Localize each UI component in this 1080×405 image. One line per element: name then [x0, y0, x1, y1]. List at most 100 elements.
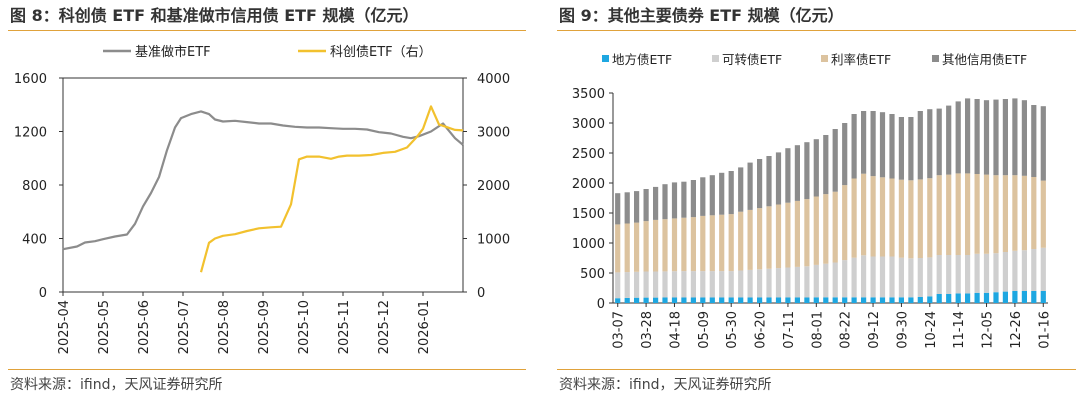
- source-rule: [557, 369, 1076, 370]
- bar-segment-other-credit-bond: [861, 111, 867, 174]
- bar-segment-local-gov-bond: [624, 297, 630, 303]
- bar-segment-convertible-bond: [832, 262, 838, 298]
- bar-segment-convertible-bond: [946, 255, 952, 294]
- bar-segment-rate-bond: [653, 219, 659, 272]
- bar-segment-rate-bond: [813, 196, 819, 265]
- bar-segment-other-credit-bond: [936, 108, 942, 176]
- bar-segment-convertible-bond: [927, 257, 933, 297]
- bar-segment-other-credit-bond: [870, 111, 876, 177]
- bar-segment-local-gov-bond: [709, 297, 715, 303]
- bar-segment-local-gov-bond: [700, 297, 706, 303]
- bar-segment-other-credit-bond: [728, 171, 734, 215]
- bar-segment-rate-bond: [690, 217, 696, 272]
- bar-segment-local-gov-bond: [804, 297, 810, 303]
- bar-segment-local-gov-bond: [775, 297, 782, 303]
- x-tick-label: 03-28: [640, 311, 655, 349]
- bar-segment-convertible-bond: [917, 258, 923, 297]
- x-tick-label: 05-09: [697, 311, 712, 349]
- bar-segment-convertible-bond: [653, 271, 659, 298]
- bar-segment-rate-bond: [889, 178, 895, 257]
- figure-8-chart: 0 400 800 1200 1600 0 1000 2000 3000 4000 2025-04 2…: [14, 44, 510, 354]
- legend-swatch: [712, 55, 719, 62]
- bar-segment-local-gov-bond: [889, 297, 895, 303]
- bar-segment-convertible-bond: [615, 272, 621, 299]
- x-tick-label: 2026-01: [417, 300, 432, 354]
- x-tick-label: 01-16: [1037, 311, 1052, 349]
- plot-frame: [62, 77, 464, 293]
- bar-segment-rate-bond: [643, 221, 649, 272]
- bar-segment-rate-bond: [671, 218, 678, 272]
- bar-segment-other-credit-bond: [738, 167, 744, 212]
- bar-segment-convertible-bond: [1002, 252, 1008, 292]
- bar-segment-local-gov-bond: [983, 292, 990, 303]
- x-tick-label: 09-12: [867, 311, 882, 349]
- x-tick-label: 12-26: [1009, 311, 1024, 349]
- bar-segment-rate-bond: [634, 222, 640, 272]
- bar-segment-convertible-bond: [842, 260, 848, 298]
- bar-segment-local-gov-bond: [851, 297, 857, 303]
- bar-segment-convertible-bond: [974, 253, 980, 293]
- x-tick-label: 03-07: [612, 311, 627, 349]
- bar-segment-convertible-bond: [794, 266, 800, 298]
- legend-label: 可转债ETF: [722, 52, 782, 67]
- bar-segment-local-gov-bond: [946, 294, 952, 303]
- bar-segment-local-gov-bond: [634, 297, 640, 303]
- bar-segment-convertible-bond: [662, 271, 668, 298]
- bar-segment-local-gov-bond: [757, 297, 763, 303]
- bar-segment-rate-bond: [615, 224, 621, 273]
- bar-segment-local-gov-bond: [1012, 291, 1018, 303]
- bar-segment-other-credit-bond: [832, 129, 838, 192]
- bar-segment-convertible-bond: [851, 257, 857, 298]
- bar-segment-local-gov-bond: [747, 297, 753, 303]
- bar-segment-other-credit-bond: [681, 181, 687, 218]
- bar-segment-other-credit-bond: [747, 162, 753, 210]
- bar-segment-local-gov-bond: [955, 293, 961, 303]
- legend-swatch: [932, 55, 939, 62]
- bar-segment-rate-bond: [908, 180, 914, 259]
- bar-segment-convertible-bond: [1021, 250, 1027, 291]
- bar-segment-convertible-bond: [1040, 247, 1046, 291]
- bar-segment-other-credit-bond: [993, 99, 999, 176]
- x-tick-label: 11-14: [952, 311, 967, 349]
- bar-segment-convertible-bond: [1012, 250, 1018, 291]
- bar-segment-rate-bond: [1012, 175, 1018, 251]
- bar-segment-convertible-bond: [785, 267, 791, 298]
- bar-segment-other-credit-bond: [775, 152, 782, 205]
- bar-segment-convertible-bond: [624, 272, 630, 298]
- bar-segment-convertible-bond: [671, 271, 678, 298]
- figure-9-panel: 图 9：其他主要债券 ETF 规模（亿元） 0 500 1000 1500 2000 25…: [549, 0, 1080, 405]
- bar-segment-other-credit-bond: [1031, 105, 1037, 177]
- legend-swatch: [602, 55, 609, 62]
- bar-segment-rate-bond: [719, 214, 725, 272]
- bar-segment-convertible-bond: [747, 269, 753, 298]
- bar-segment-local-gov-bond: [1021, 291, 1027, 303]
- bar-segment-convertible-bond: [681, 271, 687, 298]
- y-tick-label: 3500: [572, 87, 605, 102]
- y-tick-label: 2000: [572, 177, 605, 192]
- bar-segment-rate-bond: [955, 173, 961, 255]
- x-tick-label: 2025-06: [137, 300, 152, 354]
- bar-segment-local-gov-bond: [965, 293, 971, 303]
- x-tick-label: 07-11: [782, 311, 797, 349]
- bar-segment-convertible-bond: [955, 255, 961, 294]
- bar-segment-other-credit-bond: [700, 177, 706, 216]
- bar-segment-convertible-bond: [634, 271, 640, 298]
- bar-segment-convertible-bond: [757, 269, 763, 298]
- bar-segment-local-gov-bond: [794, 297, 800, 303]
- bar-segment-other-credit-bond: [917, 111, 923, 180]
- figure-8-panel: 图 8：科创债 ETF 和基准做市信用债 ETF 规模（亿元） 0 400 800 1…: [0, 0, 530, 405]
- x-tick-label: 06-20: [754, 311, 769, 349]
- bar-segment-local-gov-bond: [879, 297, 886, 303]
- bar-segment-convertible-bond: [993, 253, 999, 293]
- bar-segment-convertible-bond: [766, 268, 772, 298]
- x-tick-label: 12-05: [981, 311, 996, 349]
- bar-segment-other-credit-bond: [898, 117, 904, 180]
- bar-segment-local-gov-bond: [842, 297, 848, 303]
- x-tick-label: 10-24: [924, 311, 939, 349]
- bar-segment-convertible-bond: [870, 256, 876, 298]
- x-tick-label: 2025-08: [217, 300, 232, 354]
- bar-segment-local-gov-bond: [898, 297, 904, 303]
- bar-segment-rate-bond: [823, 194, 829, 264]
- bar-segment-other-credit-bond: [804, 142, 810, 200]
- y-tick-label-right: 1000: [477, 233, 510, 248]
